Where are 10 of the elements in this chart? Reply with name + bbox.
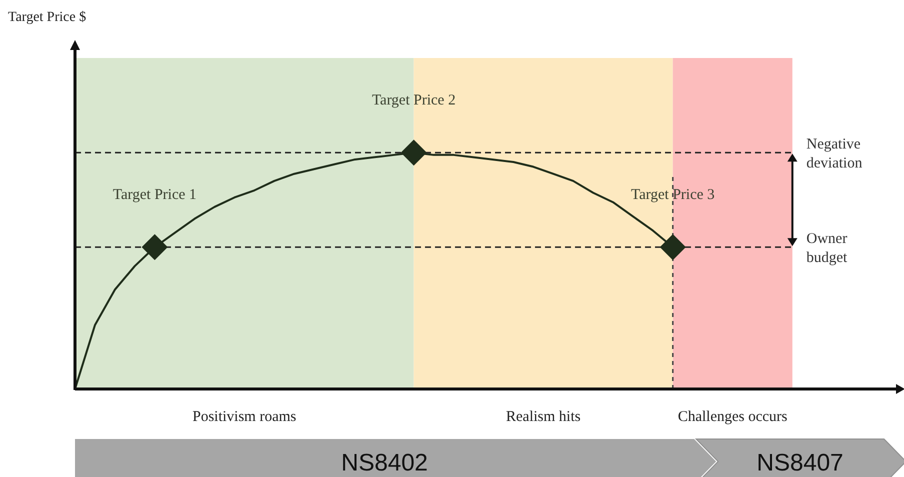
text: Challenges occurs	[678, 409, 788, 425]
annotation: Target Price 3	[631, 187, 715, 204]
ref-line-label: Negative deviation	[806, 136, 863, 172]
text: Positivism roams	[192, 409, 296, 425]
chevron-arrows: NS8402 NS8407	[75, 438, 904, 477]
annotation: Target Price 2	[372, 92, 456, 109]
text: Target Price $	[8, 10, 86, 26]
annotation: Target Price 1	[112, 187, 197, 204]
ref-line-label: Owner budget	[806, 231, 848, 266]
text: Realism hits	[506, 409, 581, 425]
